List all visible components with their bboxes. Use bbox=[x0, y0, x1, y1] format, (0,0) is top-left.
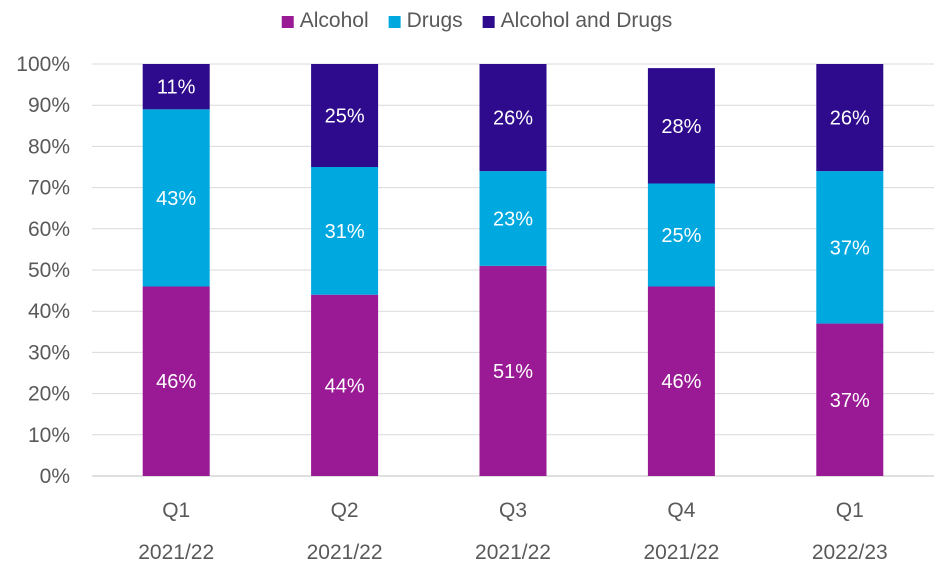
legend-label: Drugs bbox=[407, 9, 463, 32]
legend-marker bbox=[388, 16, 401, 28]
bar-segment-drugs bbox=[647, 183, 715, 287]
y-tick-label: 70% bbox=[28, 177, 70, 200]
x-tick-label-quarter: Q3 bbox=[499, 499, 527, 522]
bar-segment-drugs bbox=[142, 109, 210, 287]
data-label: 46% bbox=[156, 371, 196, 393]
y-tick-label: 50% bbox=[28, 259, 70, 282]
bar-segment-drugs bbox=[479, 171, 547, 266]
y-tick-label: 100% bbox=[16, 53, 70, 76]
y-tick-label: 90% bbox=[28, 94, 70, 117]
x-tick-label-year: 2021/22 bbox=[307, 541, 383, 564]
x-tick-label-quarter: Q1 bbox=[836, 499, 864, 522]
legend-marker bbox=[281, 16, 294, 28]
data-label: 51% bbox=[493, 361, 533, 383]
data-label: 23% bbox=[493, 209, 533, 231]
data-label: 26% bbox=[830, 108, 870, 130]
bar-segment-alcohol bbox=[142, 286, 210, 476]
data-label: 28% bbox=[661, 116, 701, 138]
y-axis: 0% 10% 20% 30% 40% 50% 60% 70% 80% 90% 100% bbox=[16, 53, 70, 488]
legend-item-alcohol: Alcohol bbox=[281, 9, 369, 32]
y-tick-label: 20% bbox=[28, 383, 70, 406]
x-tick-label-year: 2021/22 bbox=[475, 541, 551, 564]
data-label: 44% bbox=[325, 375, 365, 397]
bar-segment-drugs bbox=[816, 171, 884, 324]
x-tick-label-year: 2021/22 bbox=[138, 541, 214, 564]
y-tick-label: 40% bbox=[28, 300, 70, 323]
legend-item-drugs: Drugs bbox=[388, 9, 463, 32]
y-tick-label: 0% bbox=[40, 465, 70, 488]
x-tick-label-quarter: Q1 bbox=[162, 499, 190, 522]
data-label: 46% bbox=[661, 371, 701, 393]
data-label: 37% bbox=[830, 237, 870, 259]
legend-marker bbox=[482, 16, 495, 28]
bars: 46% 43% 11% 44% 31% 25% 51% 23% 26% 46% 25% 28% 37% 3… bbox=[142, 64, 884, 476]
bar-segment-drugs bbox=[311, 167, 379, 295]
data-label: 11% bbox=[157, 77, 196, 99]
legend-label: Alcohol bbox=[300, 9, 369, 32]
y-tick-label: 80% bbox=[28, 135, 70, 158]
y-tick-label: 60% bbox=[28, 218, 70, 241]
bar-segment-alcohol-and-drugs bbox=[479, 64, 547, 172]
legend-item-alcohol-and-drugs: Alcohol and Drugs bbox=[482, 9, 673, 32]
legend-label: Alcohol and Drugs bbox=[501, 9, 673, 32]
x-tick-label-year: 2022/23 bbox=[812, 541, 888, 564]
data-label: 26% bbox=[493, 108, 533, 130]
x-axis: Q1 2021/22 Q2 2021/22 Q3 2021/22 Q4 2021/22 Q1 20… bbox=[138, 499, 888, 564]
x-tick-label-quarter: Q2 bbox=[331, 499, 359, 522]
bar-segment-alcohol bbox=[647, 286, 715, 476]
legend: Alcohol Drugs Alcohol and Drugs bbox=[281, 9, 673, 32]
bar-segment-alcohol bbox=[311, 294, 379, 476]
data-label: 31% bbox=[325, 221, 365, 243]
bar-segment-alcohol-and-drugs bbox=[311, 64, 379, 167]
data-label: 37% bbox=[830, 390, 870, 412]
y-tick-label: 30% bbox=[28, 341, 70, 364]
bar-segment-alcohol-and-drugs bbox=[816, 64, 884, 172]
data-label: 43% bbox=[156, 188, 196, 210]
x-tick-label-year: 2021/22 bbox=[643, 541, 719, 564]
data-label: 25% bbox=[325, 106, 365, 128]
y-tick-label: 10% bbox=[28, 424, 70, 447]
bar-segment-alcohol-and-drugs bbox=[647, 68, 715, 184]
bar-segment-alcohol bbox=[816, 323, 884, 476]
bar-segment-alcohol bbox=[479, 265, 547, 476]
x-tick-label-quarter: Q4 bbox=[667, 499, 695, 522]
bar-segment-alcohol-and-drugs bbox=[142, 64, 210, 110]
data-label: 25% bbox=[661, 225, 701, 247]
